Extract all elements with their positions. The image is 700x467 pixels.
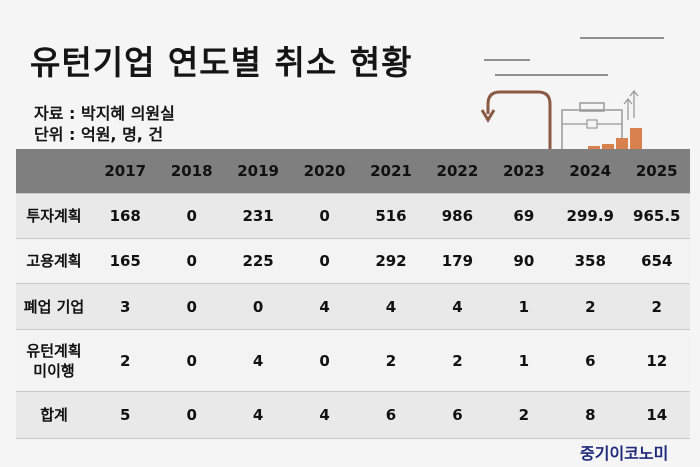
row-label: 유턴계획 미이행 — [16, 329, 92, 392]
table-cell: 0 — [158, 329, 225, 392]
row-label-line: 미이행 — [33, 361, 75, 380]
table-cell: 231 — [224, 193, 292, 239]
table-row: 합계 5 0 4 4 6 6 2 8 14 — [16, 391, 690, 439]
table-cell: 299.9 — [557, 193, 624, 239]
table-cell: 6 — [357, 391, 425, 439]
table-cell: 2 — [92, 329, 159, 392]
table-cell: 14 — [623, 391, 690, 439]
source-line: 자료 : 박지혜 의원실 — [34, 104, 175, 123]
header-cell: 2019 — [224, 149, 292, 194]
table-cell: 225 — [224, 238, 292, 284]
table-cell: 5 — [92, 391, 159, 439]
table-cell: 0 — [224, 283, 292, 330]
table-cell: 3 — [92, 283, 159, 330]
table-cell: 358 — [557, 238, 624, 284]
table-cell: 1 — [490, 329, 558, 392]
table-cell: 165 — [92, 238, 159, 284]
table-cell: 0 — [158, 193, 225, 239]
table-cell: 986 — [424, 193, 491, 239]
table-cell: 2 — [623, 283, 690, 330]
unit-line: 단위 : 억원, 명, 건 — [34, 125, 164, 144]
header-cell: 2024 — [557, 149, 624, 194]
header-cell — [16, 149, 92, 194]
table-cell: 0 — [158, 391, 225, 439]
table-row: 유턴계획 미이행 2 0 4 0 2 2 1 6 12 — [16, 329, 690, 392]
table-cell: 4 — [291, 283, 358, 330]
row-label-line: 유턴계획 — [26, 341, 82, 360]
row-label: 투자계획 — [16, 193, 92, 239]
table-row: 폐업 기업 3 0 0 4 4 4 1 2 2 — [16, 283, 690, 330]
table-cell: 654 — [623, 238, 690, 284]
header-cell: 2022 — [424, 149, 491, 194]
table-cell: 4 — [224, 391, 292, 439]
table-cell: 4 — [224, 329, 292, 392]
table-row: 고용계획 165 0 225 0 292 179 90 358 654 — [16, 238, 690, 284]
table-cell: 2 — [424, 329, 491, 392]
table-cell: 0 — [158, 238, 225, 284]
header-cell: 2018 — [158, 149, 225, 194]
table-cell: 4 — [357, 283, 425, 330]
briefcase-icon — [561, 102, 623, 151]
row-label: 합계 — [16, 391, 92, 439]
brand-logo-text: 중기이코노미 — [580, 444, 669, 463]
data-table: 2017 2018 2019 2020 2021 2022 2023 2024 … — [16, 149, 690, 439]
table-cell: 0 — [291, 238, 358, 284]
table-cell: 4 — [424, 283, 491, 330]
header-cell: 2017 — [92, 149, 159, 194]
header-cell: 2021 — [357, 149, 425, 194]
return-arrow-icon — [480, 90, 552, 166]
header-cell: 2025 — [623, 149, 690, 194]
table-cell: 1 — [490, 283, 558, 330]
table-cell: 4 — [291, 391, 358, 439]
table-cell: 168 — [92, 193, 159, 239]
table-cell: 292 — [357, 238, 425, 284]
table-cell: 8 — [557, 391, 624, 439]
table-cell: 2 — [490, 391, 558, 439]
table-cell: 965.5 — [623, 193, 690, 239]
row-label: 고용계획 — [16, 238, 92, 284]
table-cell: 0 — [291, 193, 358, 239]
row-label: 폐업 기업 — [16, 283, 92, 330]
header-cell: 2020 — [291, 149, 358, 194]
table-row: 투자계획 168 0 231 0 516 986 69 299.9 965.5 — [16, 193, 690, 239]
table-cell: 516 — [357, 193, 425, 239]
table-cell: 6 — [424, 391, 491, 439]
table-cell: 6 — [557, 329, 624, 392]
table-cell: 90 — [490, 238, 558, 284]
table-cell: 69 — [490, 193, 558, 239]
header-cell: 2023 — [490, 149, 558, 194]
table-cell: 179 — [424, 238, 491, 284]
table-header-row: 2017 2018 2019 2020 2021 2022 2023 2024 … — [16, 149, 690, 194]
table-cell: 0 — [291, 329, 358, 392]
table-cell: 2 — [557, 283, 624, 330]
table-cell: 0 — [158, 283, 225, 330]
page-title: 유턴기업 연도별 취소 현황 — [30, 43, 413, 82]
decoration-graphic — [480, 37, 664, 166]
growth-arrows-icon — [623, 89, 639, 120]
table-cell: 2 — [357, 329, 425, 392]
table-cell: 12 — [623, 329, 690, 392]
